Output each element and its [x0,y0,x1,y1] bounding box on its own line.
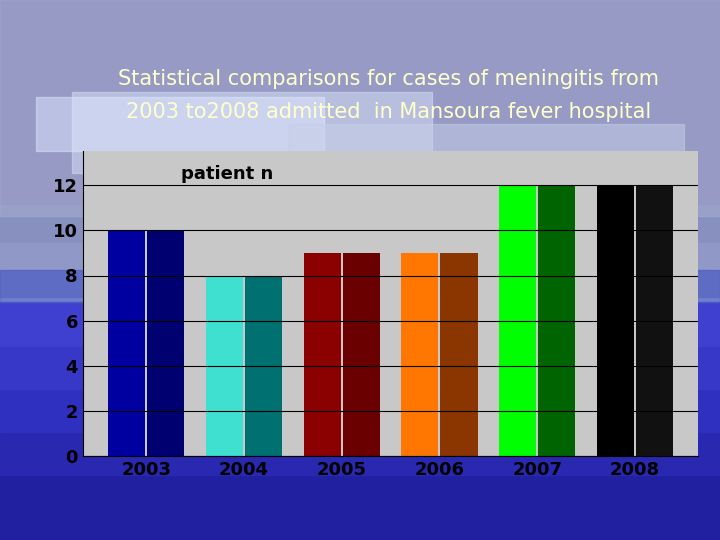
Bar [0,243,720,270]
Text: 2003 to2008 admitted  in Mansoura fever hospital: 2003 to2008 admitted in Mansoura fever h… [126,102,652,122]
Bar [0,432,720,475]
Bar [304,253,341,456]
Bar [401,253,438,456]
Bar [0,302,720,346]
Bar [343,253,380,456]
Bar [0,205,720,243]
Bar [0,389,720,432]
Text: Statistical comparisons for cases of meningitis from: Statistical comparisons for cases of men… [118,69,660,89]
Bar [0,270,720,297]
Bar [0,0,720,205]
Bar [636,185,673,456]
Bar [245,275,282,456]
Bar [148,230,184,456]
Bar [72,92,432,173]
Bar [499,185,536,456]
Bar [0,346,720,389]
Text: patient n: patient n [181,165,274,183]
Bar [288,124,684,189]
Bar [0,270,720,302]
Bar [538,185,575,456]
Bar [36,97,324,151]
Bar [0,0,720,216]
Bar [441,253,477,456]
Bar [206,275,243,456]
Bar [0,475,720,540]
Bar [597,185,634,456]
Bar [108,230,145,456]
